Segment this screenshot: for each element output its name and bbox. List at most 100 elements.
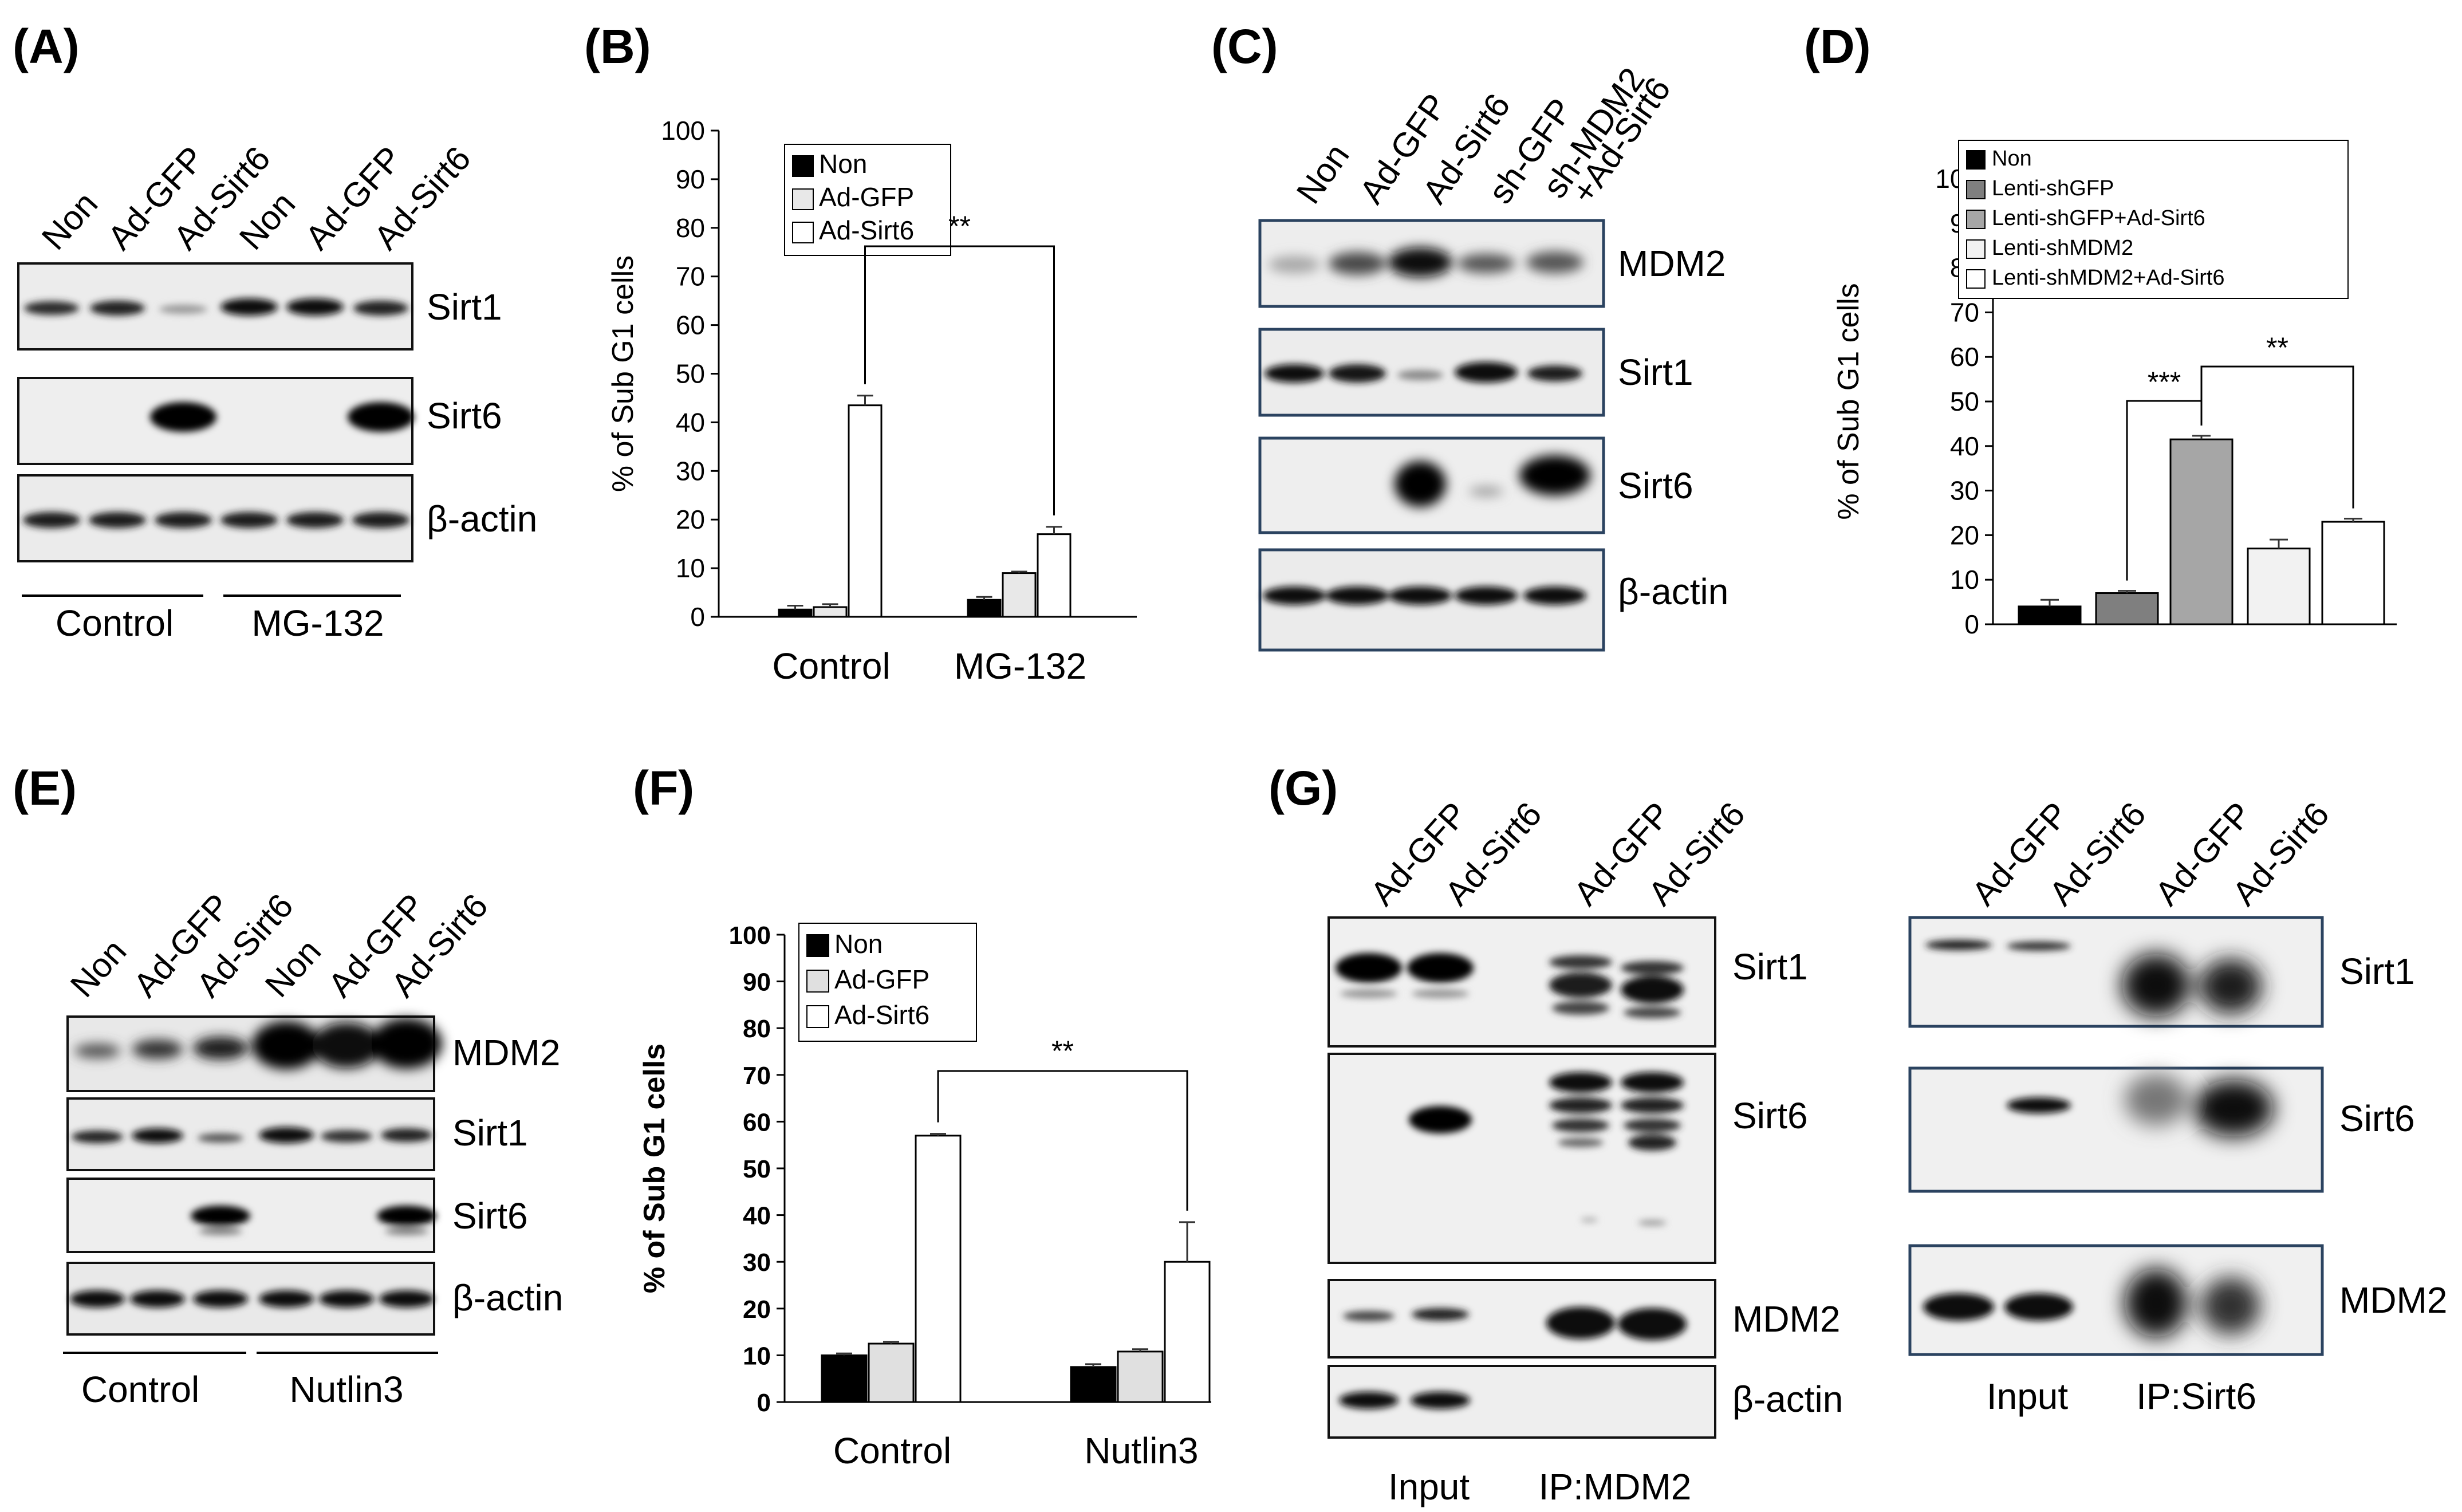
chart-d-bar-1 — [2095, 592, 2159, 625]
chart-b-legend-swatch-1 — [792, 188, 814, 210]
panel-b: (B) 0 10 20 30 40 50 60 70 80 90 100 % of Sub G1 ce… — [584, 19, 1137, 687]
panel-a-group-control: Control — [56, 603, 174, 644]
chart-f-legend-label-0: Non — [834, 929, 883, 959]
chart-b-sig-bracket — [864, 245, 1055, 515]
panel-e-label-sirt1: Sirt1 — [452, 1112, 528, 1153]
chart-b-ytick-label-100: 100 — [661, 116, 705, 145]
chart-b-bar-mg-132-0 — [967, 598, 1002, 618]
chart-f-sig-label: ** — [1051, 1035, 1074, 1067]
panel-e-bands-mdm2 — [74, 1018, 442, 1069]
panel-a-group-mg132: MG-132 — [251, 603, 384, 644]
chart-b-ytick-label-40: 40 — [676, 407, 705, 437]
panel-e-bands-sirt1 — [72, 1127, 432, 1143]
panel-c-lane-1: Non — [1289, 137, 1357, 211]
panel-a-lane-1: Non — [34, 184, 105, 257]
chart-b-ytick-label-80: 80 — [676, 213, 705, 243]
panel-g-right-blot-sirt6 — [1908, 1066, 2324, 1193]
chart-d-ytick-label-70: 70 — [1950, 297, 1979, 327]
chart-f-bar-nutlin3-0 — [1070, 1366, 1117, 1403]
chart-f-legend-label-2: Ad-Sirt6 — [834, 1000, 929, 1030]
panel-f-label: (F) — [633, 761, 694, 815]
chart-f-legend-label-1: Ad-GFP — [834, 964, 929, 994]
chart-d-ytick-label-0: 0 — [1964, 609, 1979, 639]
chart-b-ytick-label-30: 30 — [676, 456, 705, 486]
chart-b-ytick-label-70: 70 — [676, 262, 705, 292]
chart-d-sig-label-1: ** — [2266, 332, 2288, 364]
chart-f-y-label: % of Sub G1 cells — [638, 1044, 671, 1293]
chart-f-ytick-label-30: 30 — [743, 1249, 771, 1277]
panel-a-label-sirt1: Sirt1 — [427, 286, 502, 328]
chart-f-ytick-label-100: 100 — [729, 922, 771, 950]
chart-b-ytick-label-10: 10 — [676, 553, 705, 583]
chart-f-ytick-label-90: 90 — [743, 968, 771, 997]
chart-b-legend-swatch-0 — [792, 155, 814, 177]
chart-b-bar-control-1 — [813, 606, 848, 618]
panel-g-left-label-sirt6: Sirt6 — [1732, 1095, 1808, 1136]
panel-e-group-nutlin3: Nutlin3 — [289, 1369, 403, 1410]
chart-d-ytick-label-60: 60 — [1950, 342, 1979, 372]
chart-d-sig-bracket-1 — [2200, 365, 2354, 509]
chart-d-bar-3 — [2247, 548, 2311, 625]
chart-f-bar-control-1 — [868, 1342, 915, 1403]
chart-b-bar-mg-132-1 — [1002, 572, 1037, 618]
chart-f-category-0: Control — [833, 1430, 951, 1471]
panel-c-bands-actin — [1263, 586, 1586, 605]
chart-d-legend-label-0: Non — [1992, 147, 2032, 171]
panel-e-bands-actin — [70, 1290, 434, 1308]
chart-d-ytick-label-40: 40 — [1950, 431, 1979, 461]
panel-g-right-label-sirt6: Sirt6 — [2339, 1098, 2415, 1139]
panel-g-right-group-input: Input — [1987, 1376, 2069, 1417]
panel-e-lane-1: Non — [63, 932, 133, 1005]
chart-b-category-1: MG-132 — [954, 645, 1086, 687]
chart-b-ytick-label-60: 60 — [676, 310, 705, 340]
panel-e-label: (E) — [13, 761, 77, 815]
panel-c-bands-sirt1 — [1265, 362, 1582, 383]
chart-b-y-label: % of Sub G1 cells — [606, 255, 640, 492]
panel-e-label-sirt6: Sirt6 — [452, 1195, 528, 1237]
chart-f-ytick-label-50: 50 — [743, 1155, 771, 1183]
panel-e-blot-sirt6 — [66, 1178, 435, 1253]
chart-b-legend-swatch-2 — [792, 222, 814, 243]
panel-c-label-actin: β-actin — [1618, 571, 1728, 612]
panel-g-right-label-sirt1: Sirt1 — [2339, 951, 2415, 992]
panel-c-lane-labels: Non Ad-GFP Ad-Sirt6 sh-GFP sh-MDM2 +Ad-S… — [1289, 61, 1678, 210]
panel-g-left-group-input: Input — [1388, 1466, 1470, 1507]
panel-c-bands-sirt6 — [1395, 455, 1590, 507]
panel-a-lane-labels: Non Ad-GFP Ad-Sirt6 Non Ad-GFP Ad-Sirt6 — [34, 139, 478, 257]
panel-g-right-blot-sirt1 — [1908, 916, 2324, 1028]
chart-d-ytick-label-50: 50 — [1950, 387, 1979, 416]
chart-f-bar-control-2 — [915, 1135, 962, 1403]
panel-f: (F) 0 10 20 30 40 50 60 70 80 90 100 % of Sub G1 ce… — [633, 761, 1211, 1471]
chart-b-sig-label: ** — [948, 210, 971, 242]
panel-c-label: (C) — [1211, 19, 1278, 73]
chart-b-legend-label-2: Ad-Sirt6 — [819, 215, 914, 245]
chart-b-ytick-label-90: 90 — [676, 164, 705, 194]
panel-g-label: (G) — [1269, 761, 1338, 815]
panel-g-right-group-ip: IP:Sirt6 — [2136, 1376, 2256, 1417]
chart-b-bar-mg-132-2 — [1037, 533, 1072, 618]
panel-a-label-actin: β-actin — [427, 498, 537, 540]
panel-c: (C) Non Ad-GFP Ad-Sirt6 sh-GFP sh-MDM2 +… — [1211, 19, 1728, 652]
chart-f-ytick-label-80: 80 — [743, 1015, 771, 1043]
chart-b-legend-label-1: Ad-GFP — [819, 182, 914, 212]
panel-e-label-actin: β-actin — [452, 1277, 563, 1318]
chart-d-legend-swatch-2 — [1966, 210, 1986, 229]
chart-b-ytick-label-0: 0 — [690, 602, 705, 632]
panel-g-left-lane-labels: Ad-GFP Ad-Sirt6 Ad-GFP Ad-Sirt6 — [1363, 795, 1752, 913]
panel-c-bands-mdm2 — [1269, 247, 1583, 277]
panel-g-left-label-actin: β-actin — [1732, 1379, 1843, 1420]
chart-b-ytick-label-20: 20 — [676, 505, 705, 534]
panel-e-blot-sirt1 — [66, 1097, 435, 1171]
chart-f-ytick-label-40: 40 — [743, 1202, 771, 1230]
panel-a-blot-sirt1 — [17, 262, 413, 351]
panel-a-blot-actin — [17, 474, 413, 562]
panel-g-left-bands-sirt6 — [1409, 1072, 1684, 1226]
chart-f-ytick-label-10: 10 — [743, 1342, 771, 1370]
panel-g-right-lane-labels: Ad-GFP Ad-Sirt6 Ad-GFP Ad-Sirt6 — [1964, 795, 2337, 913]
chart-f-legend-swatch-0 — [806, 934, 829, 957]
panel-c-label-sirt1: Sirt1 — [1618, 352, 1693, 393]
panel-g-left-label-mdm2: MDM2 — [1732, 1298, 1840, 1340]
chart-d-legend-label-1: Lenti-shGFP — [1992, 176, 2114, 200]
